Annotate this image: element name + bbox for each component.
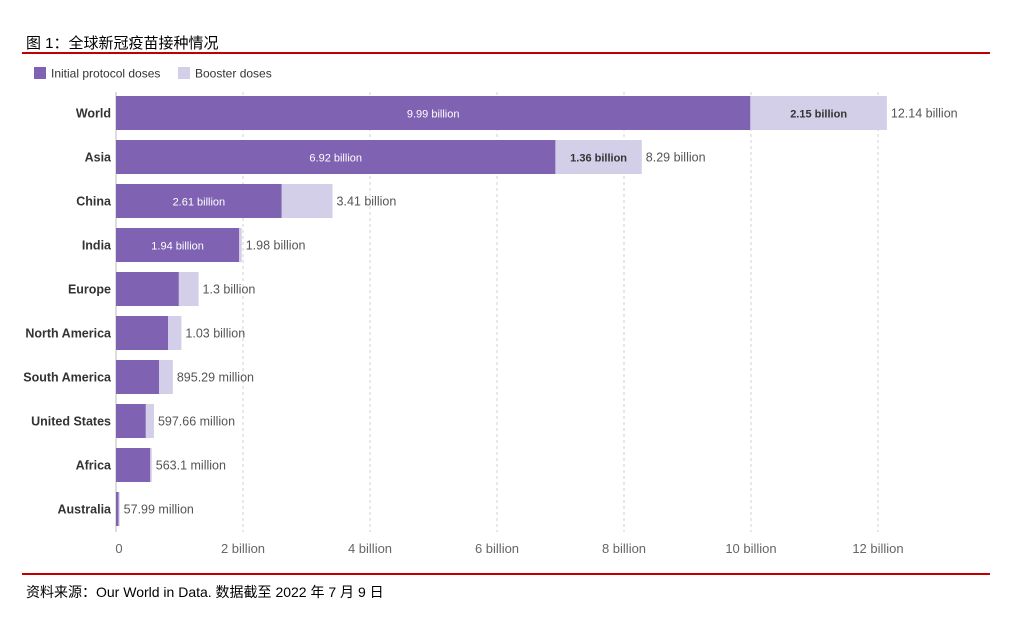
x-tick-label: 8 billion — [602, 541, 646, 556]
bar-initial[interactable] — [116, 184, 282, 218]
bar-total-label: 1.03 billion — [185, 327, 245, 341]
category-label: China — [76, 195, 112, 209]
legend-swatch-booster — [178, 67, 190, 79]
bar-initial[interactable] — [116, 448, 151, 482]
bar-booster[interactable] — [178, 272, 199, 306]
x-tick-label: 2 billion — [221, 541, 265, 556]
x-tick-label: 10 billion — [725, 541, 776, 556]
category-label: Europe — [68, 283, 111, 297]
bar-initial[interactable] — [116, 404, 146, 438]
legend-swatch-initial — [34, 67, 46, 79]
bar-initial[interactable] — [116, 96, 751, 130]
category-label: Australia — [58, 503, 113, 517]
category-label: Asia — [85, 151, 112, 165]
bar-booster[interactable] — [145, 404, 154, 438]
source-note: 资料来源：Our World in Data. 数据截至 2022 年 7 月 … — [26, 584, 384, 600]
bar-booster[interactable] — [150, 448, 152, 482]
bar-total-label: 895.29 million — [177, 371, 254, 385]
category-label: North America — [25, 327, 112, 341]
bar-booster-label: 1.36 billion — [570, 153, 627, 165]
bar-initial-label: 6.92 billion — [309, 153, 362, 165]
bar-initial-label: 1.94 billion — [151, 241, 204, 253]
bar-initial[interactable] — [116, 316, 169, 350]
bar-booster[interactable] — [555, 140, 642, 174]
bar-initial[interactable] — [116, 360, 160, 394]
bar-initial[interactable] — [116, 492, 119, 526]
bottom-rule — [22, 573, 990, 575]
top-rule — [22, 52, 990, 54]
figure-title: 图 1：全球新冠疫苗接种情况 — [26, 35, 219, 52]
bar-total-label: 12.14 billion — [891, 107, 958, 121]
bar-booster[interactable] — [750, 96, 887, 130]
category-label: World — [76, 107, 111, 121]
legend-label-booster: Booster doses — [195, 67, 272, 81]
bar-booster-label: 2.15 billion — [790, 109, 847, 121]
category-label: United States — [31, 415, 111, 429]
bar-total-label: 8.29 billion — [646, 151, 706, 165]
bar-initial-label: 9.99 billion — [407, 109, 460, 121]
bar-booster[interactable] — [239, 228, 242, 262]
category-label: South America — [23, 371, 112, 385]
x-tick-label: 0 — [115, 541, 122, 556]
bar-total-label: 597.66 million — [158, 415, 235, 429]
bar-booster[interactable] — [118, 492, 120, 526]
category-label: Africa — [76, 459, 112, 473]
bar-initial[interactable] — [116, 272, 179, 306]
bar-booster[interactable] — [281, 184, 333, 218]
bar-booster[interactable] — [159, 360, 173, 394]
x-tick-label: 6 billion — [475, 541, 519, 556]
bar-booster[interactable] — [168, 316, 182, 350]
bar-initial[interactable] — [116, 228, 240, 262]
bar-initial[interactable] — [116, 140, 556, 174]
category-label: India — [82, 239, 112, 253]
bar-total-label: 563.1 million — [156, 459, 226, 473]
bar-total-label: 3.41 billion — [337, 195, 397, 209]
bar-total-label: 1.98 billion — [246, 239, 306, 253]
x-tick-label: 4 billion — [348, 541, 392, 556]
bar-total-label: 57.99 million — [124, 503, 194, 517]
x-tick-label: 12 billion — [852, 541, 903, 556]
bar-total-label: 1.3 billion — [203, 283, 256, 297]
legend-label-initial: Initial protocol doses — [51, 67, 160, 81]
bar-initial-label: 2.61 billion — [173, 197, 226, 209]
